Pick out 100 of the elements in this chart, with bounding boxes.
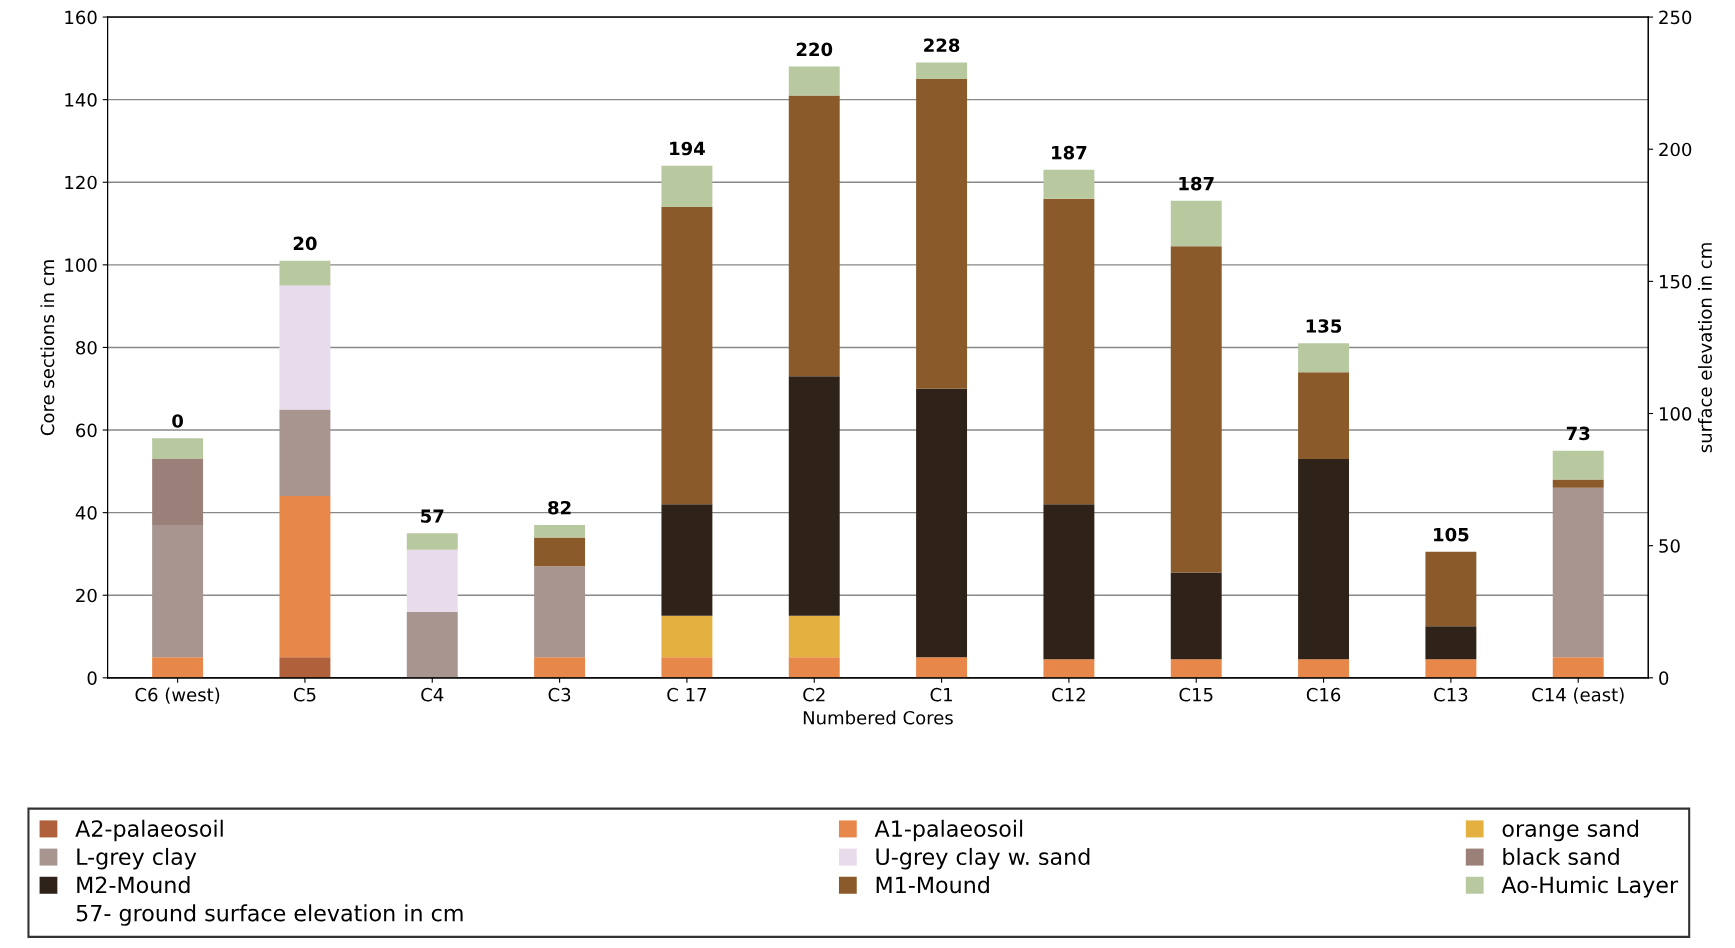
bar bbox=[661, 165, 713, 208]
x-tick-label: C3 bbox=[548, 687, 571, 702]
bar bbox=[534, 525, 586, 538]
legend-label: Ao-Humic Layer bbox=[1501, 876, 1679, 898]
y-tick-label: 20 bbox=[76, 588, 97, 603]
bar bbox=[534, 537, 586, 567]
bar bbox=[1043, 659, 1095, 678]
bar bbox=[1552, 487, 1604, 658]
bar bbox=[661, 504, 713, 616]
x-tick-label: C5 bbox=[293, 687, 316, 702]
annotation: 57 bbox=[421, 509, 444, 523]
bar bbox=[1170, 200, 1222, 247]
bar bbox=[1043, 504, 1095, 660]
bar bbox=[1425, 626, 1477, 660]
bar bbox=[279, 657, 331, 678]
annotation: 20 bbox=[293, 236, 317, 251]
bar bbox=[788, 95, 840, 377]
bar bbox=[279, 260, 331, 286]
annotation: 194 bbox=[670, 141, 705, 156]
y-tick-label: 140 bbox=[65, 93, 97, 107]
bar bbox=[406, 549, 458, 612]
x-tick-label: C4 bbox=[421, 687, 444, 702]
bar bbox=[152, 525, 204, 658]
x-tick-label: C12 bbox=[1052, 687, 1085, 702]
bar bbox=[406, 533, 458, 550]
bar bbox=[152, 458, 204, 526]
x-tick-label: C6 (west) bbox=[135, 687, 220, 704]
y2-tick-label: 100 bbox=[1659, 406, 1692, 421]
x-tick-label: C14 (east) bbox=[1532, 687, 1624, 704]
legend-label: U-grey clay w. sand bbox=[876, 847, 1090, 870]
y2-tick-label: 250 bbox=[1659, 10, 1692, 25]
annotation: 228 bbox=[924, 38, 960, 53]
bar bbox=[1552, 657, 1604, 678]
y2-tick-label: 50 bbox=[1659, 539, 1680, 553]
y-tick-label: 40 bbox=[75, 506, 97, 520]
y-tick-label: 100 bbox=[65, 258, 97, 272]
bar bbox=[661, 615, 713, 658]
bar bbox=[1552, 479, 1604, 488]
annotation: 0 bbox=[172, 414, 184, 428]
bar bbox=[1170, 246, 1222, 573]
annotation: 73 bbox=[1566, 426, 1590, 441]
annotation: 135 bbox=[1306, 319, 1342, 333]
bar bbox=[1043, 198, 1095, 505]
bar bbox=[661, 657, 713, 678]
y2-tick-label: 150 bbox=[1659, 274, 1692, 289]
legend-label: A2-palaeosoil bbox=[75, 819, 223, 842]
legend-label: orange sand bbox=[1502, 819, 1639, 842]
bar bbox=[916, 388, 968, 658]
bar bbox=[1298, 659, 1350, 678]
bar bbox=[1425, 551, 1477, 627]
annotation: 220 bbox=[796, 42, 833, 57]
bar bbox=[152, 657, 204, 678]
y-axis-title: Core sections in cm bbox=[40, 260, 55, 436]
bar bbox=[916, 79, 968, 389]
y2-tick-label: 200 bbox=[1659, 142, 1692, 157]
bar bbox=[534, 566, 586, 658]
y-tick-label: 160 bbox=[65, 10, 97, 25]
bar bbox=[279, 496, 331, 658]
bar bbox=[788, 615, 840, 658]
bar bbox=[661, 207, 713, 505]
x-tick-label: C2 bbox=[803, 687, 825, 702]
y-tick-label: 60 bbox=[76, 423, 97, 438]
annotation: 187 bbox=[1052, 145, 1087, 160]
bar bbox=[1298, 343, 1350, 373]
bar bbox=[1170, 659, 1222, 678]
bar bbox=[279, 285, 331, 410]
annotation: 105 bbox=[1434, 527, 1469, 542]
annotation: 82 bbox=[548, 500, 571, 515]
x-tick-label: C16 bbox=[1306, 687, 1341, 702]
legend-label: M2-Mound bbox=[77, 876, 190, 894]
legend-label: M1-Mound bbox=[876, 876, 989, 894]
bar bbox=[1170, 572, 1222, 660]
bar bbox=[1552, 450, 1604, 480]
bar bbox=[1298, 458, 1350, 660]
bar bbox=[788, 657, 840, 678]
bar bbox=[1043, 169, 1095, 199]
bar bbox=[788, 376, 840, 616]
bar bbox=[279, 409, 331, 497]
bar bbox=[1425, 659, 1477, 678]
bar bbox=[916, 657, 968, 678]
x-tick-label: C15 bbox=[1179, 687, 1213, 702]
bar bbox=[152, 438, 204, 459]
bar bbox=[916, 62, 968, 80]
y-tick-label: 120 bbox=[65, 175, 97, 190]
bar bbox=[406, 611, 458, 678]
x-tick-label: C 17 bbox=[667, 687, 707, 702]
y2-tick-label: 0 bbox=[1659, 671, 1669, 685]
text: 57- ground surface elevation in cm bbox=[76, 904, 463, 926]
legend-label: A1-palaeosoil bbox=[874, 819, 1023, 842]
x-tick-label: C1 bbox=[930, 687, 952, 702]
x-tick-label: C13 bbox=[1434, 687, 1468, 702]
bar bbox=[534, 657, 586, 678]
y-tick-label: 80 bbox=[76, 340, 97, 355]
legend-label: L-grey clay bbox=[77, 847, 197, 870]
legend-label: black sand bbox=[1503, 847, 1619, 866]
annotation: 187 bbox=[1179, 176, 1214, 191]
x-axis-title: Numbered Cores bbox=[803, 710, 953, 725]
y2-axis-title: surface elevation in cm bbox=[1697, 243, 1712, 453]
y-tick-label: 0 bbox=[87, 671, 97, 685]
bar bbox=[788, 66, 840, 96]
